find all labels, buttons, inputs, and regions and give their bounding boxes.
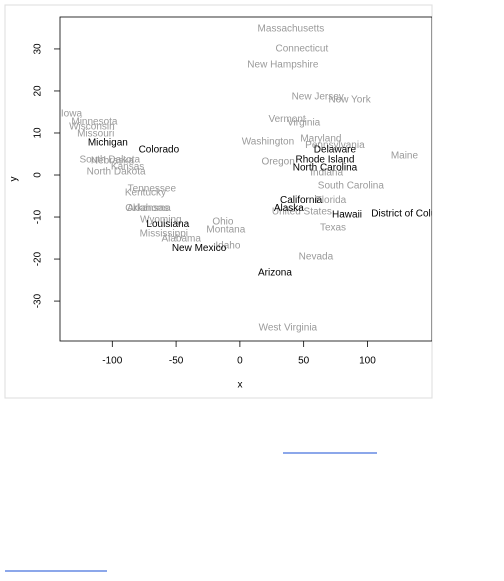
point-label: Colorado xyxy=(139,144,180,155)
point-label: New Mexico xyxy=(172,243,227,254)
point-label: Washington xyxy=(242,136,294,147)
y-tick-label: -10 xyxy=(33,209,44,224)
point-label: Ohio xyxy=(212,217,234,228)
point-label: Pennsylvania xyxy=(305,140,365,151)
point-label: Arkansas xyxy=(127,203,169,214)
point-label: Michigan xyxy=(88,138,128,149)
point-label: Florida xyxy=(316,195,347,206)
point-label: Montana xyxy=(206,225,245,236)
x-tick-label: -50 xyxy=(169,356,184,367)
point-label: Idaho xyxy=(215,241,240,252)
point-label: Alabama xyxy=(161,234,201,245)
point-label: Minnesota xyxy=(71,117,118,128)
point-label: South Dakota xyxy=(79,155,140,166)
point-label: Rhode Island xyxy=(295,155,354,166)
point-label: Wyoming xyxy=(140,215,182,226)
point-label: Kansas xyxy=(111,162,144,173)
point-label: Tennessee xyxy=(128,184,177,195)
point-label: North Carolina xyxy=(293,163,358,174)
point-label: New Jersey xyxy=(292,91,344,102)
point-label: West Virginia xyxy=(259,323,318,334)
x-tick-label: 0 xyxy=(237,356,243,367)
point-label: Nevada xyxy=(299,252,334,263)
point-label: Iowa xyxy=(61,109,83,120)
point-label: Vermont xyxy=(268,114,305,125)
point-label: Delaware xyxy=(314,144,357,155)
point-label: Oklahoma xyxy=(125,203,171,214)
x-tick-label: 50 xyxy=(298,356,310,367)
point-label: Louisiana xyxy=(146,219,189,230)
y-axis-label: y xyxy=(9,177,20,182)
point-label: South Carolina xyxy=(318,181,385,192)
plot-frame xyxy=(59,16,432,342)
point-label: Connecticut xyxy=(275,44,328,55)
y-tick-label: 10 xyxy=(33,127,44,139)
point-label: District of Columbia xyxy=(371,209,458,220)
point-label: Virginia xyxy=(287,118,321,129)
x-axis-label: x xyxy=(238,380,243,391)
point-label: Massachusetts xyxy=(258,23,325,34)
point-label: Kentucky xyxy=(125,188,166,199)
point-label: Nebraska xyxy=(91,155,134,166)
chart: x y -100 -50 0 50 100-30-20-100102030Massach… xyxy=(9,16,458,391)
point-label: North Dakota xyxy=(87,167,146,178)
point-label: Hawaii xyxy=(332,210,362,221)
point-label: Missouri xyxy=(77,128,114,139)
point-label: New Hampshire xyxy=(247,60,319,71)
point-label: Maryland xyxy=(300,134,341,145)
image-frame xyxy=(4,4,433,399)
point-label: Wisconsin xyxy=(69,122,115,133)
point-label: Arizona xyxy=(258,268,292,279)
point-label: California xyxy=(280,195,323,206)
y-tick-label: 0 xyxy=(33,172,44,178)
y-tick-label: 20 xyxy=(33,85,44,97)
point-label: Texas xyxy=(320,223,346,234)
point-label: Maine xyxy=(391,151,419,162)
point-label: New York xyxy=(328,94,371,105)
point-label: Mississippi xyxy=(140,228,188,239)
y-tick-label: -20 xyxy=(33,251,44,266)
y-tick-label: -30 xyxy=(33,293,44,308)
point-label: Oregon xyxy=(261,157,294,168)
x-tick-label: 100 xyxy=(359,356,376,367)
point-label: Alaska xyxy=(274,203,304,214)
point-label: Indiana xyxy=(310,168,343,179)
y-tick-label: 30 xyxy=(33,43,44,55)
x-tick-label: -100 xyxy=(102,356,122,367)
point-label: United States xyxy=(272,207,332,218)
